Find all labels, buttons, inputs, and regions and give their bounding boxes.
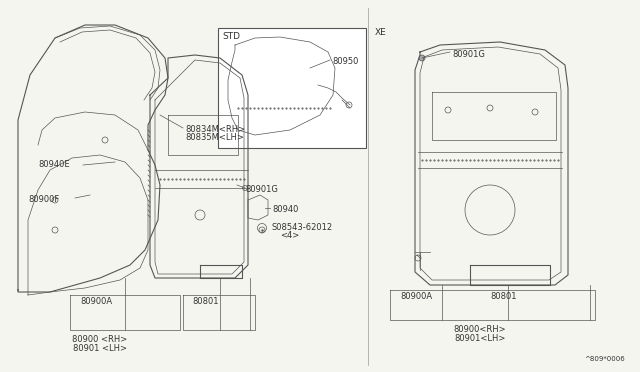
Text: 80900F: 80900F: [28, 195, 60, 204]
Text: 80901<LH>: 80901<LH>: [454, 334, 506, 343]
Text: 80901G: 80901G: [245, 185, 278, 194]
Text: 80950: 80950: [332, 57, 358, 66]
Text: STD: STD: [222, 32, 240, 41]
Text: 80900 <RH>: 80900 <RH>: [72, 335, 127, 344]
Circle shape: [419, 55, 425, 61]
Text: ^809*0006: ^809*0006: [584, 356, 625, 362]
Text: <4>: <4>: [280, 231, 300, 240]
Text: S08543-62012: S08543-62012: [272, 223, 333, 232]
Text: 80900<RH>: 80900<RH>: [454, 325, 506, 334]
Bar: [218, 28, 366, 148]
Text: 80835M<LH>: 80835M<LH>: [185, 133, 244, 142]
Text: 80900A: 80900A: [80, 297, 112, 306]
Text: 80940: 80940: [272, 205, 298, 214]
Text: XE: XE: [375, 28, 387, 37]
Text: 80901G: 80901G: [452, 50, 485, 59]
Text: 80801: 80801: [192, 297, 218, 306]
Text: 80901 <LH>: 80901 <LH>: [73, 344, 127, 353]
Text: 80940E: 80940E: [38, 160, 70, 169]
Text: 80801: 80801: [490, 292, 516, 301]
Text: 80834M<RH>: 80834M<RH>: [185, 125, 245, 134]
Text: 80900A: 80900A: [400, 292, 432, 301]
